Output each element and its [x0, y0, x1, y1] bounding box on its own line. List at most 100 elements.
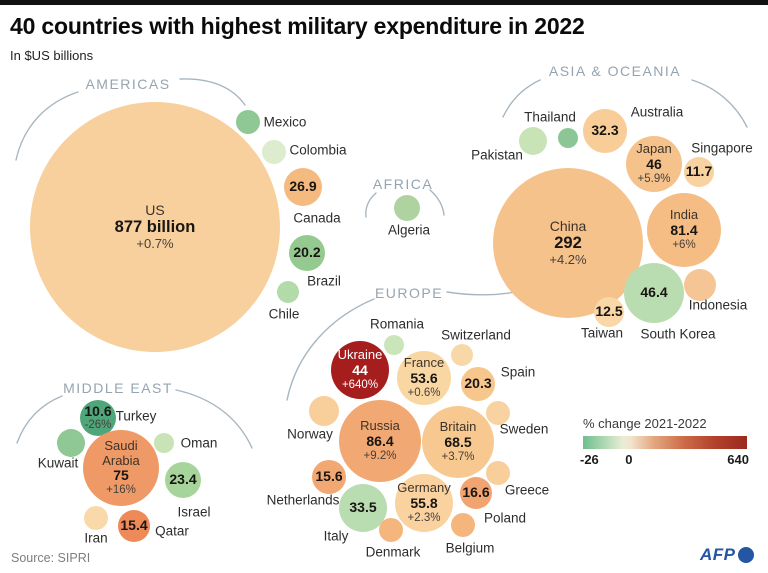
bubble-saudi-arabia-value: 75 [113, 467, 129, 484]
bubble-britain-change: +3.7% [441, 450, 475, 463]
country-label-pakistan: Pakistan [471, 147, 523, 163]
bubble-israel-value: 23.4 [169, 471, 197, 488]
bubble-saudi-arabia: Saudi Arabia 75 +16% [83, 430, 159, 506]
legend-ticks: -26 0 640 [580, 452, 749, 470]
country-label-iran: Iran [84, 530, 108, 546]
bubble-belgium [451, 513, 475, 537]
bubble-china-name: China [549, 217, 587, 234]
legend-title: % change 2021-2022 [583, 416, 707, 431]
bubble-spain-value: 20.3 [464, 375, 492, 392]
country-label-turkey: Turkey [115, 408, 157, 424]
region-label-asia-oceania: ASIA & OCEANIA [548, 63, 682, 79]
bubble-south-korea: 46.4 [624, 263, 684, 323]
country-label-norway: Norway [287, 426, 333, 442]
bubble-greece [486, 461, 510, 485]
bubble-us: US 877 billion +0.7% [30, 102, 280, 352]
country-label-indonesia: Indonesia [688, 297, 748, 313]
bubble-france: France 53.6 +0.6% [397, 351, 451, 405]
bubble-ukraine-value: 44 [352, 362, 368, 378]
mideast-arc-left [16, 395, 63, 444]
bubble-colombia [262, 140, 286, 164]
country-label-romania: Romania [369, 316, 425, 332]
bubble-russia-change: +9.2% [363, 449, 397, 462]
bubble-south-korea-value: 46.4 [640, 284, 668, 301]
bubble-japan-change: +5.9% [637, 172, 671, 185]
bubble-germany-value: 55.8 [410, 495, 438, 511]
country-label-sweden: Sweden [499, 421, 549, 437]
country-label-greece: Greece [504, 482, 550, 498]
bubble-ukraine: Ukraine 44 +640% [331, 341, 389, 399]
top-black-bar [0, 0, 768, 5]
bubble-australia-value: 32.3 [591, 122, 619, 139]
bubble-germany: Germany 55.8 +2.3% [395, 474, 453, 532]
bubble-kuwait [57, 429, 85, 457]
country-label-oman: Oman [180, 435, 218, 451]
bubble-switzerland [451, 344, 473, 366]
bubble-italy-value: 33.5 [349, 499, 377, 516]
country-label-south-korea: South Korea [640, 326, 716, 342]
bubble-mexico [236, 110, 260, 134]
bubble-russia-value: 86.4 [366, 433, 394, 449]
country-label-switzerland: Switzerland [441, 327, 511, 343]
bubble-poland-value: 16.6 [462, 484, 490, 501]
country-label-poland: Poland [483, 510, 527, 526]
source-text: Source: SIPRI [11, 551, 91, 565]
bubble-qatar: 15.4 [118, 510, 150, 542]
bubble-romania [384, 335, 404, 355]
bubble-germany-change: +2.3% [407, 511, 441, 524]
bubble-thailand [558, 128, 578, 148]
bubble-ukraine-change: +640% [341, 378, 379, 391]
bubble-france-value: 53.6 [410, 370, 438, 386]
bubble-singapore: 11.7 [684, 157, 714, 187]
region-label-americas: AMERICAS [85, 76, 171, 92]
bubble-india-value: 81.4 [670, 222, 698, 238]
country-label-taiwan: Taiwan [580, 325, 624, 341]
bubble-britain-name: Britain [439, 419, 477, 435]
bubble-netherlands-value: 15.6 [315, 468, 343, 485]
bubble-chile [277, 281, 299, 303]
bubble-us-value: 877 billion [114, 218, 196, 237]
bubble-denmark [379, 518, 403, 542]
bubble-india: India 81.4 +6% [647, 193, 721, 267]
bubble-turkey-change: -26% [84, 419, 112, 432]
afp-logo: AFP [700, 545, 754, 565]
bubble-ukraine-name: Ukraine [337, 347, 383, 363]
legend-zero-label: 0 [625, 452, 633, 467]
bubble-russia-name: Russia [360, 418, 400, 434]
bubble-germany-name: Germany [397, 480, 451, 496]
bubble-india-change: +6% [672, 238, 696, 251]
bubble-algeria [394, 195, 420, 221]
country-label-thailand: Thailand [524, 109, 576, 125]
bubble-brazil: 20.2 [289, 235, 325, 271]
country-label-algeria: Algeria [387, 222, 431, 238]
region-label-africa: AFRICA [372, 176, 434, 192]
region-label-middle-east: MIDDLE EAST [63, 380, 173, 396]
bubble-qatar-value: 15.4 [120, 517, 148, 534]
bubble-sweden [486, 401, 510, 425]
country-label-mexico: Mexico [263, 114, 307, 130]
country-label-brazil: Brazil [307, 273, 341, 289]
bubble-oman [154, 433, 174, 453]
bubble-japan: Japan 46 +5.9% [626, 136, 682, 192]
bubble-saudi-arabia-change: +16% [106, 483, 136, 496]
country-label-singapore: Singapore [691, 140, 753, 156]
country-label-netherlands: Netherlands [266, 492, 340, 508]
legend: % change 2021-2022 -26 0 640 [580, 416, 749, 470]
country-label-israel: Israel [177, 504, 211, 520]
americas-arc-right [179, 78, 246, 106]
bubble-canada: 26.9 [284, 168, 322, 206]
bubble-russia: Russia 86.4 +9.2% [339, 400, 421, 482]
bubble-china-change: +4.2% [549, 251, 587, 267]
bubble-iran [84, 506, 108, 530]
bubble-netherlands: 15.6 [312, 460, 346, 494]
africa-arc-right [429, 189, 445, 216]
bubble-brazil-value: 20.2 [293, 244, 321, 261]
bubble-turkey-value: 10.6 [84, 402, 112, 419]
bubble-norway [309, 396, 339, 426]
bubble-singapore-value: 11.7 [685, 163, 713, 180]
bubble-canada-value: 26.9 [289, 178, 317, 195]
bubble-spain: 20.3 [461, 367, 495, 401]
bubble-india-name: India [669, 207, 699, 223]
region-label-europe: EUROPE [374, 285, 444, 301]
